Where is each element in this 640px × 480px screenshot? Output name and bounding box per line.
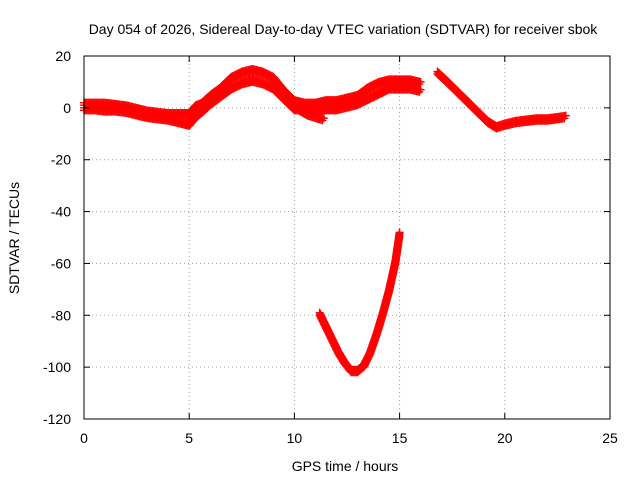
series-dip-curve <box>315 228 404 377</box>
data-points <box>80 64 570 377</box>
data-point <box>416 77 425 86</box>
y-tick-label: 20 <box>55 48 71 64</box>
data-point <box>416 85 425 94</box>
x-tick-label: 5 <box>185 430 193 446</box>
data-point <box>395 228 404 237</box>
x-tick-label: 20 <box>497 430 513 446</box>
data-point <box>319 114 328 123</box>
y-tick-label: -80 <box>51 307 71 323</box>
y-tick-label: -100 <box>43 359 71 375</box>
series-segment-late-day <box>433 67 570 133</box>
x-tick-label: 0 <box>80 430 88 446</box>
x-tick-label: 15 <box>392 430 408 446</box>
x-tick-label: 10 <box>287 430 303 446</box>
chart-title: Day 054 of 2026, Sidereal Day-to-day VTE… <box>89 21 599 37</box>
y-tick-label: -20 <box>51 152 71 168</box>
x-tick-label: 25 <box>602 430 618 446</box>
y-tick-label: -60 <box>51 255 71 271</box>
data-point <box>561 111 570 120</box>
x-axis-label: GPS time / hours <box>292 458 399 474</box>
axis-ticks: 0 5 10 15 20 25 -120 -100 -80 -60 -40 -20 0 20 <box>43 48 618 446</box>
y-axis-label: SDTVAR / TECUs <box>6 182 22 294</box>
y-tick-label: -120 <box>43 411 71 427</box>
y-tick-label: -40 <box>51 204 71 220</box>
series-segment-tail-after-10h <box>286 93 328 125</box>
y-tick-label: 0 <box>63 100 71 116</box>
plot-frame <box>83 55 611 420</box>
